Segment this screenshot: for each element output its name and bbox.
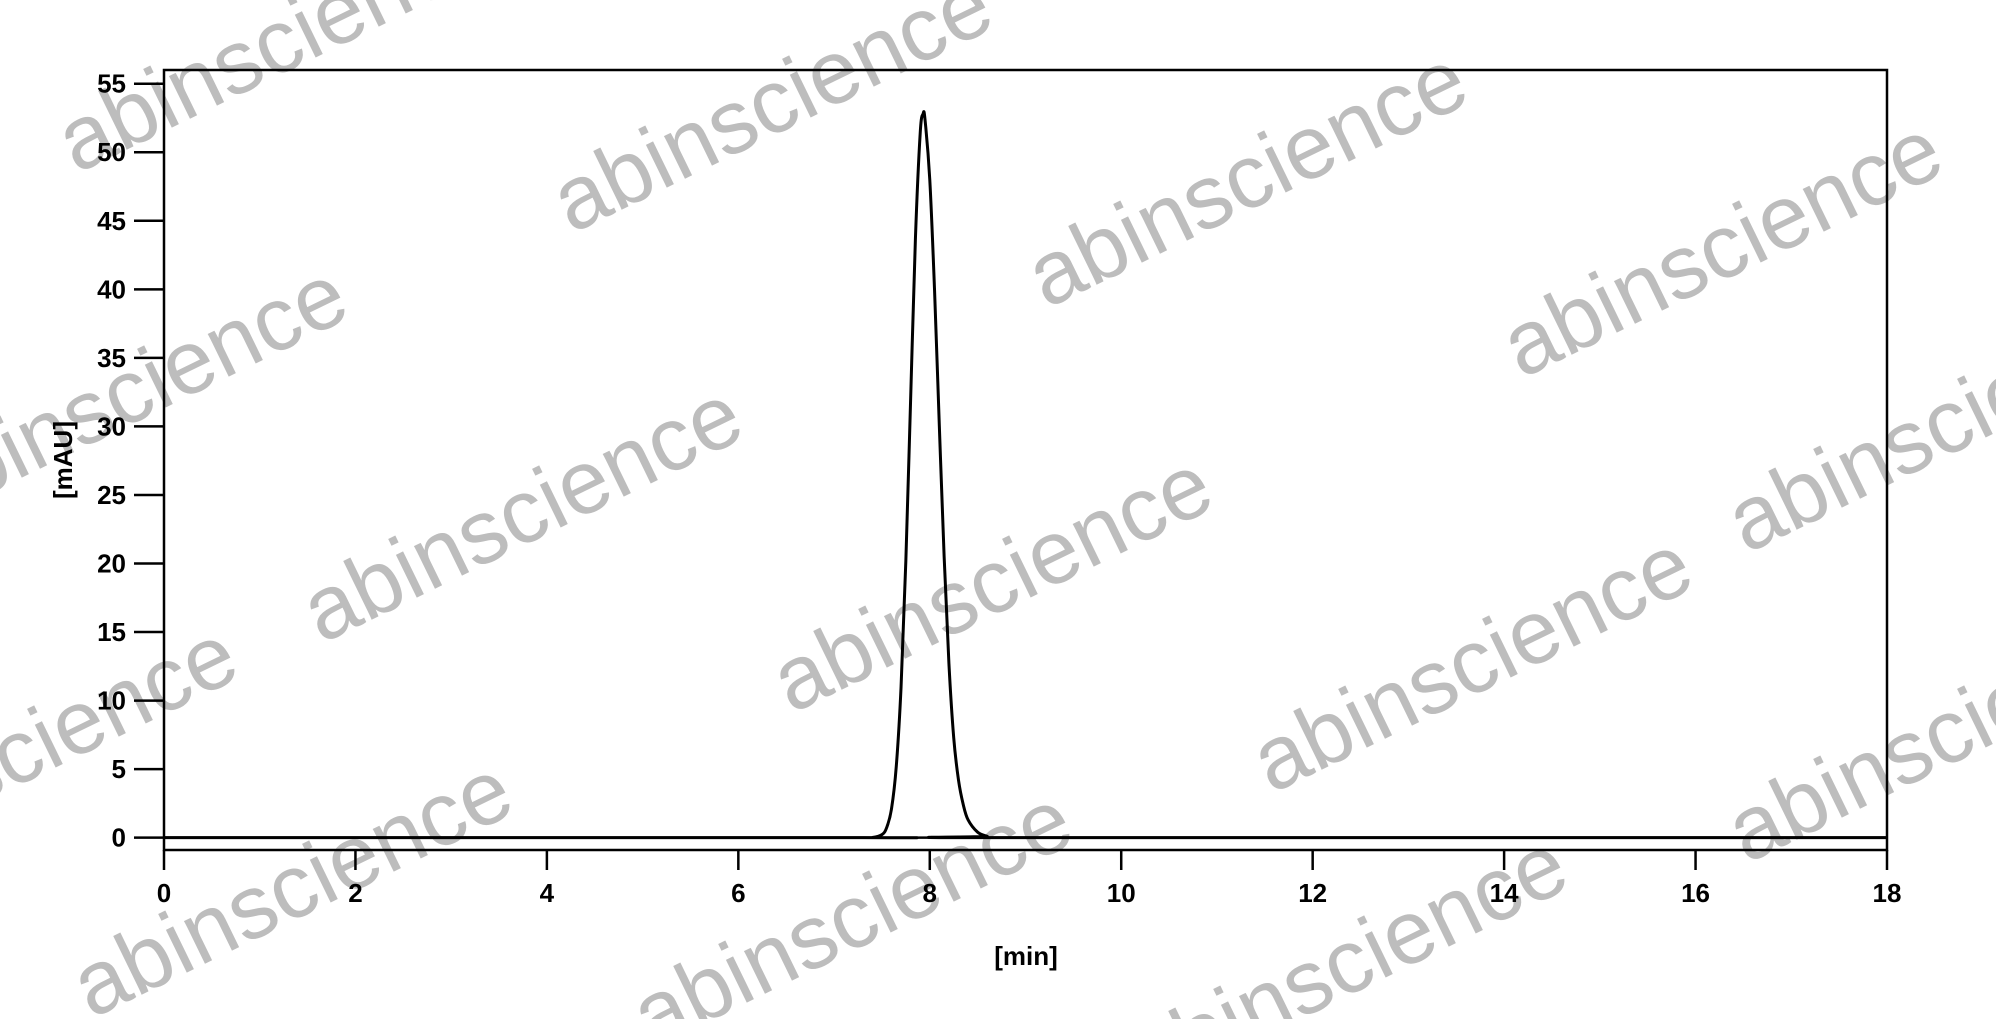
y-axis-label: [mAU] bbox=[48, 421, 78, 499]
y-tick-label: 5 bbox=[112, 754, 126, 784]
y-axis: 0 5 10 15 20 25 30 35 40 45 50 55 bbox=[97, 69, 164, 853]
x-tick-label: 0 bbox=[157, 878, 171, 908]
y-tick-label: 50 bbox=[97, 137, 126, 167]
x-tick-label: 16 bbox=[1681, 878, 1710, 908]
y-tick-label: 20 bbox=[97, 548, 126, 578]
y-tick-label: 25 bbox=[97, 480, 126, 510]
y-tick-label: 45 bbox=[97, 206, 126, 236]
x-tick-label: 8 bbox=[923, 878, 937, 908]
plot-frame bbox=[162, 68, 1889, 852]
y-tick-label: 15 bbox=[97, 617, 126, 647]
x-axis: 0 2 4 6 8 10 12 14 16 18 bbox=[157, 850, 1902, 908]
x-tick-label: 12 bbox=[1298, 878, 1327, 908]
y-tick-label: 30 bbox=[97, 411, 126, 441]
x-tick-label: 6 bbox=[731, 878, 745, 908]
y-tick-label: 55 bbox=[97, 69, 126, 99]
x-tick-label: 4 bbox=[540, 878, 555, 908]
y-tick-label: 10 bbox=[97, 686, 126, 716]
y-tick-label: 0 bbox=[112, 823, 126, 853]
series-line bbox=[163, 110, 1887, 840]
x-tick-label: 2 bbox=[348, 878, 362, 908]
x-tick-label: 18 bbox=[1873, 878, 1902, 908]
x-tick-label: 14 bbox=[1490, 878, 1519, 908]
y-tick-label: 35 bbox=[97, 343, 126, 373]
x-axis-label: [min] bbox=[994, 941, 1058, 971]
x-tick-label: 10 bbox=[1107, 878, 1136, 908]
y-tick-label: 40 bbox=[97, 274, 126, 304]
